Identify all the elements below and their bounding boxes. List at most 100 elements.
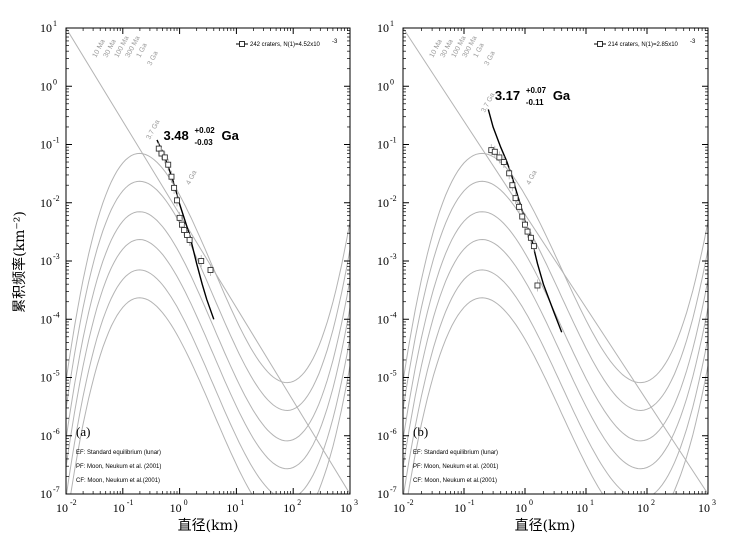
y-tick-exp-a-4: -3 — [53, 252, 60, 261]
isochron-b-5 — [403, 152, 708, 384]
y-tick-exp-b-2: -5 — [390, 369, 397, 378]
y-tick-exp-b-7: 0 — [390, 77, 394, 86]
isochron-b-0 — [407, 297, 708, 494]
y-tick-label-b-3: 10 — [377, 312, 389, 326]
data-point-a-1 — [158, 150, 165, 157]
x-tick-label-b-5: 10 — [698, 501, 710, 515]
y-tick-label-b-4: 10 — [377, 254, 389, 268]
fit-age-label2-b: 4 Ga — [525, 169, 538, 186]
data-point-b-13 — [534, 282, 541, 289]
x-tick-exp-a-1: -1 — [127, 498, 134, 507]
y-tick-label-b-7: 10 — [377, 79, 389, 93]
equilibrium-line-a — [66, 28, 350, 494]
model-age-value-b: 3.17 — [495, 88, 520, 103]
y-tick-label-a-7: 10 — [40, 79, 52, 93]
data-point-a-0 — [155, 145, 162, 152]
x-tick-exp-b-3: 1 — [590, 498, 594, 507]
plot-area-b — [403, 28, 708, 494]
y-tick-exp-b-3: -4 — [390, 310, 397, 319]
x-axis-title-b: 直径(km) — [515, 517, 576, 534]
model-age-minus-b: -0.11 — [526, 98, 544, 107]
isochron-a-1 — [66, 269, 350, 494]
fit-age-label-a: 3.7 Ga — [145, 119, 161, 141]
y-axis-title: 累积频率(km⁻²) — [11, 211, 28, 313]
y-tick-label-b-8: 10 — [377, 21, 389, 35]
isochron-a-4 — [66, 180, 350, 412]
function-note-b-1: PF: Moon, Neukum et al. (2001) — [413, 464, 498, 470]
model-age-minus-a: -0.03 — [194, 138, 213, 147]
y-tick-exp-a-3: -4 — [53, 310, 60, 319]
y-tick-label-a-2: 10 — [40, 371, 52, 385]
data-point-a-6 — [174, 197, 180, 204]
fit-age-label2-a: 4 Ga — [185, 169, 198, 186]
model-age-plus-b: +0.07 — [526, 86, 547, 95]
legend-marker-b — [597, 41, 603, 47]
data-point-b-1 — [491, 148, 498, 155]
model-age-unit-a: Ga — [221, 128, 239, 143]
data-point-b-6 — [512, 195, 519, 202]
data-point-a-5 — [171, 184, 178, 191]
data-point-b-10 — [524, 228, 531, 235]
x-tick-label-a-3: 10 — [226, 501, 238, 515]
x-tick-exp-a-2: 0 — [184, 498, 188, 507]
y-tick-label-b-0: 10 — [377, 487, 389, 501]
model-age-value-a: 3.48 — [163, 128, 188, 143]
fit-curve-a — [156, 139, 215, 320]
x-tick-label-a-2: 10 — [170, 501, 182, 515]
data-point-b-12 — [530, 243, 537, 250]
legend-exp-b: -3 — [690, 39, 696, 45]
data-point-a-11 — [186, 236, 193, 243]
y-tick-label-b-1: 10 — [377, 429, 389, 443]
x-tick-label-a-4: 10 — [283, 501, 295, 515]
data-point-a-10 — [184, 232, 190, 238]
equilibrium-line-b — [403, 28, 708, 494]
legend-exp-a: -3 — [332, 39, 338, 45]
data-point-b-2 — [496, 154, 503, 161]
x-tick-exp-a-3: 1 — [240, 498, 244, 507]
x-axis-title-a: 直径(km) — [178, 517, 239, 534]
data-point-a-2 — [161, 154, 168, 161]
y-tick-label-a-0: 10 — [40, 487, 52, 501]
data-point-a-3 — [165, 161, 172, 168]
y-tick-label-a-8: 10 — [40, 21, 52, 35]
y-tick-exp-b-5: -2 — [390, 194, 397, 203]
y-tick-exp-b-4: -3 — [390, 252, 397, 261]
panel-tag-b: (b) — [413, 424, 428, 439]
x-tick-exp-a-4: 2 — [297, 498, 301, 507]
data-point-b-8 — [519, 213, 526, 220]
isochron-b-2 — [403, 238, 708, 470]
y-tick-label-b-2: 10 — [377, 371, 389, 385]
function-note-a-1: PF: Moon, Neukum et al. (2001) — [76, 464, 161, 470]
y-tick-exp-b-1: -6 — [390, 427, 397, 436]
data-point-b-9 — [522, 221, 528, 228]
y-tick-label-b-5: 10 — [377, 196, 389, 210]
y-tick-exp-a-8: 1 — [53, 19, 57, 28]
y-tick-exp-a-7: 0 — [53, 77, 57, 86]
legend-entry-a: 242 craters, N(1)=4.52x10 — [250, 42, 321, 48]
x-tick-label-b-1: 10 — [454, 501, 466, 515]
data-point-b-3 — [500, 159, 507, 165]
y-tick-exp-b-8: 1 — [390, 19, 394, 28]
y-tick-label-a-3: 10 — [40, 312, 52, 326]
y-tick-exp-a-1: -6 — [53, 427, 60, 436]
x-tick-exp-b-5: 3 — [712, 498, 716, 507]
data-point-a-4 — [168, 173, 175, 180]
data-point-a-12 — [198, 258, 205, 264]
y-tick-exp-a-2: -5 — [53, 369, 60, 378]
data-point-b-4 — [506, 170, 513, 177]
model-age-plus-a: +0.02 — [194, 126, 215, 135]
function-note-b-0: EF: Standard equilibrium (lunar) — [413, 450, 498, 456]
isochron-a-5 — [66, 152, 350, 384]
isochron-a-3 — [66, 211, 350, 442]
x-tick-label-a-0: 10 — [56, 501, 68, 515]
model-age-unit-b: Ga — [553, 88, 571, 103]
isochron-label-b-5: 3 Ga — [484, 50, 497, 67]
x-tick-exp-a-5: 3 — [354, 498, 358, 507]
data-point-b-7 — [516, 203, 523, 210]
y-tick-exp-b-0: -7 — [390, 485, 397, 494]
isochron-b-1 — [403, 269, 708, 494]
y-tick-label-a-1: 10 — [40, 429, 52, 443]
x-tick-label-a-1: 10 — [113, 501, 125, 515]
legend-marker-a — [239, 41, 245, 47]
